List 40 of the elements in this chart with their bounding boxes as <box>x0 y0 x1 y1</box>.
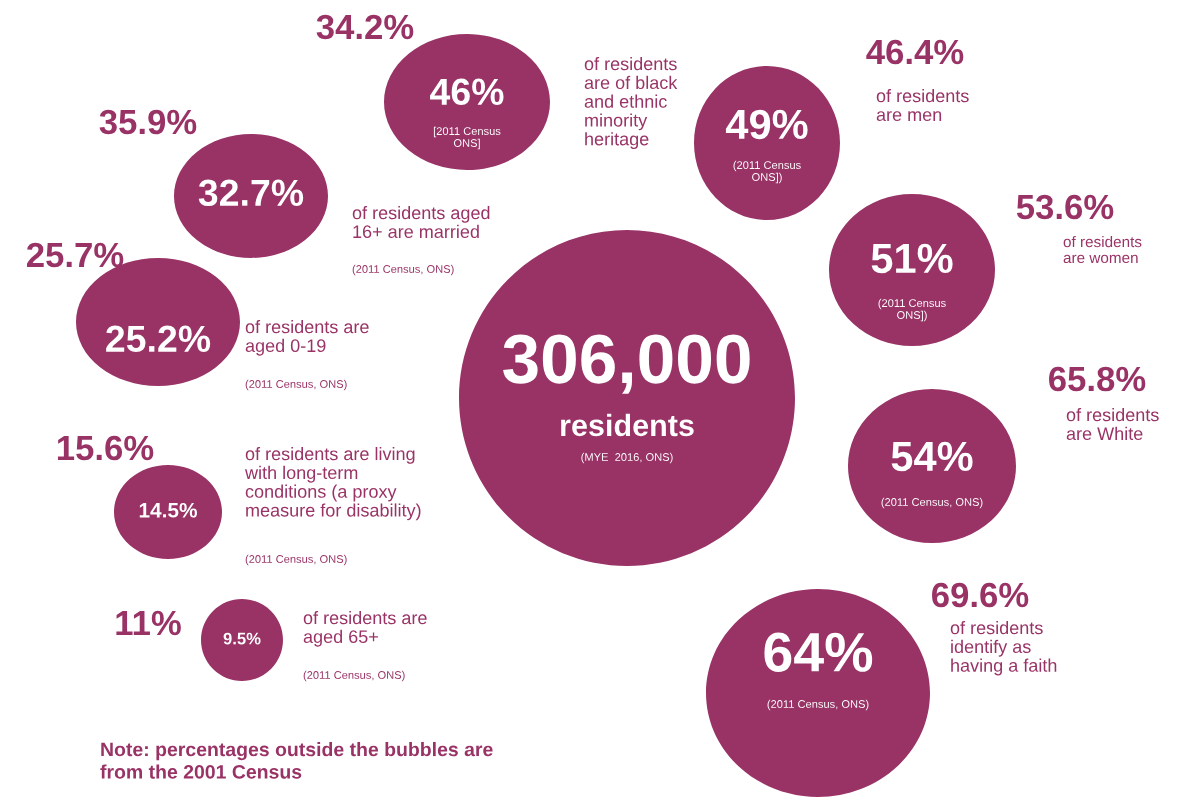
data-label: 64% <box>764 632 873 672</box>
data-label: 53.6% <box>1016 194 1114 220</box>
text: (2011 Census, ONS) <box>245 554 347 566</box>
data-label: 34.2% <box>316 14 414 40</box>
text: (2011 Census, ONS) <box>245 379 347 391</box>
data-label: 25.2% <box>106 325 211 353</box>
category-label: residents <box>561 413 694 437</box>
data-label: 46% <box>430 78 504 106</box>
data-label: 51% <box>871 243 953 274</box>
data-label: 306,000 <box>503 334 750 394</box>
text: (2011 Census, ONS) <box>881 497 983 509</box>
data-label: 14.5% <box>139 502 197 518</box>
text: (2011 Census, ONS) <box>767 699 869 711</box>
data-label: 46.4% <box>866 39 964 65</box>
category-label: of residents are of black and ethnic minority heritage <box>584 57 678 150</box>
category-label: of residents are aged 65+ <box>303 611 427 647</box>
text: [2011 Census ONS] <box>433 126 501 150</box>
text: (MYE 2016, ONS) <box>581 452 673 464</box>
text: (2011 Census ONS]) <box>733 160 801 184</box>
category-label: of residents are women <box>1063 236 1142 264</box>
data-label: 35.9% <box>99 109 197 135</box>
data-label: 49% <box>725 109 808 140</box>
category-label: of residents identify as having a faith <box>950 621 1057 676</box>
text: Note: percentages outside the bubbles are from the 2001 Census <box>100 742 493 779</box>
category-label: of residents are men <box>876 89 969 122</box>
category-label: of residents are White <box>1066 408 1159 441</box>
data-label: 11% <box>116 610 181 636</box>
data-label: 25.7% <box>26 242 124 268</box>
data-label: 65.8% <box>1049 366 1146 392</box>
text: (2011 Census, ONS) <box>352 264 454 276</box>
data-label: 32.7% <box>198 179 304 207</box>
data-label: 15.6% <box>57 435 154 461</box>
text: (2011 Census, ONS) <box>303 670 405 682</box>
category-label: of residents aged 16+ are married <box>352 206 490 239</box>
category-label: of residents are living with long-term conditions (a proxy measure for disability) <box>244 447 421 521</box>
data-label: 69.6% <box>932 582 1029 608</box>
data-label: 9.5% <box>223 632 261 645</box>
data-label: 54% <box>891 441 973 472</box>
category-label: of residents are aged 0-19 <box>245 320 369 356</box>
text: (2011 Census ONS]) <box>878 298 946 322</box>
